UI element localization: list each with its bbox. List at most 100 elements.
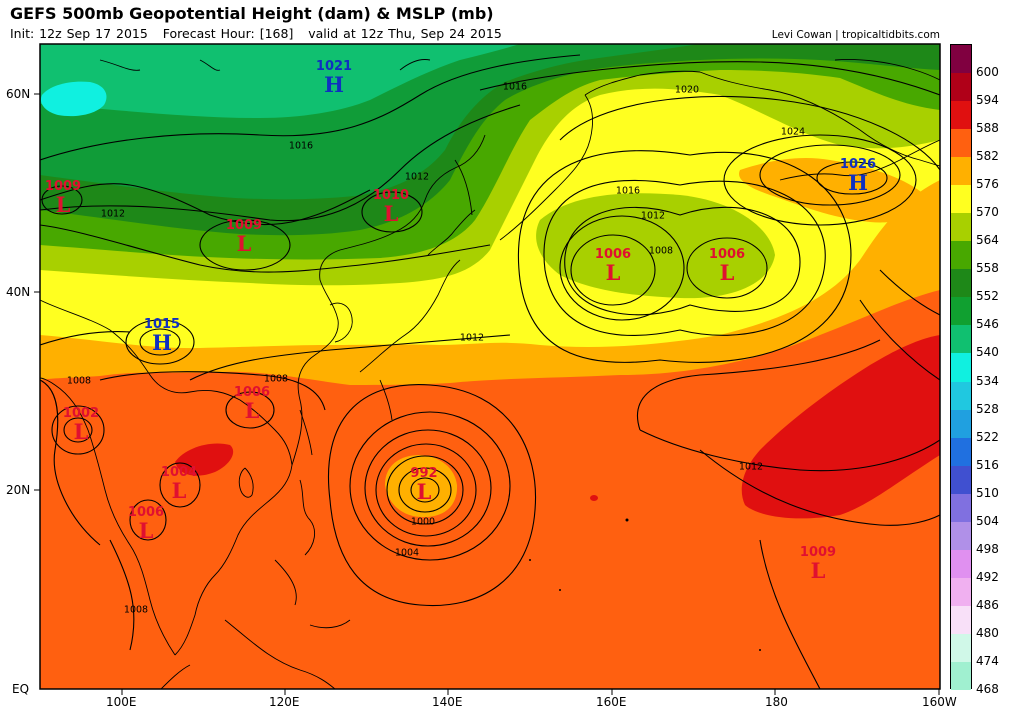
colorbar-label: 552 — [976, 289, 999, 304]
colorbar-segment — [951, 633, 971, 663]
field-546 — [40, 44, 520, 118]
contour-label: 1012 — [100, 208, 126, 220]
colorbar-segment — [951, 465, 971, 495]
lon-tick-160e: 160E — [596, 695, 627, 709]
pressure-value: 1006 — [594, 247, 632, 262]
pressure-value: 1026 — [839, 157, 877, 172]
high-pressure-marker: H — [324, 72, 344, 97]
colorbar-segment — [951, 437, 971, 467]
isobars — [40, 54, 940, 689]
contour-label: 1016 — [502, 81, 528, 93]
field-564-east — [536, 193, 775, 299]
low-pressure-marker: L — [244, 398, 260, 423]
contour-label: 1024 — [780, 126, 806, 138]
colorbar-label: 546 — [976, 317, 999, 332]
colorbar-segment — [951, 521, 971, 551]
colorbar-label: 528 — [976, 401, 999, 416]
colorbar-segment — [951, 269, 971, 298]
contour-label: 1008 — [123, 604, 149, 616]
contour-label: 1008 — [66, 375, 92, 387]
colorbar-label: 498 — [976, 541, 999, 556]
colorbar-segment — [951, 297, 971, 326]
colorbar-segment — [951, 409, 971, 439]
field-540 — [40, 81, 107, 117]
colorbar-segment — [951, 129, 971, 158]
colorbar-label: 474 — [976, 653, 999, 668]
contour-label: 1008 — [263, 373, 289, 385]
pressure-value: 1006 — [708, 247, 746, 262]
contour-label: 1008 — [648, 245, 674, 257]
colorbar-segment — [951, 381, 971, 411]
colorbar-label: 492 — [976, 569, 999, 584]
colorbar-segment — [951, 241, 971, 270]
low-pressure-marker: L — [55, 192, 71, 217]
low-pressure-marker: L — [236, 231, 252, 256]
contour-label: 1012 — [738, 461, 764, 473]
colorbar-label: 594 — [976, 93, 999, 108]
colorbar-segment — [951, 577, 971, 607]
colorbar-segment — [951, 185, 971, 214]
colorbar-label: 540 — [976, 345, 999, 360]
colorbar-label: 480 — [976, 625, 999, 640]
forecast-hour: Forecast Hour: [168] — [162, 26, 294, 41]
colorbar-segment — [951, 45, 971, 74]
low-pressure-marker: L — [810, 558, 826, 583]
high-pressure-marker: H — [848, 170, 868, 195]
low-pressure-marker: L — [138, 518, 154, 543]
contour-label: 1020 — [674, 84, 700, 96]
field-594-east — [741, 335, 940, 519]
colorbar-segment — [951, 101, 971, 130]
pressure-value: 1009 — [44, 179, 82, 194]
lat-tick-20n: 20N — [6, 483, 31, 497]
colorbar-label: 588 — [976, 121, 999, 136]
high-pressure-marker: H — [152, 330, 172, 355]
colorbar-label: 564 — [976, 233, 999, 248]
field-594-scs — [175, 443, 234, 476]
pressure-value: 1006 — [127, 505, 165, 520]
colorbar-label: 534 — [976, 373, 999, 388]
colorbar-segment — [951, 325, 971, 354]
colorbar-segment — [951, 73, 971, 102]
low-pressure-marker: L — [171, 478, 187, 503]
low-pressure-marker: L — [719, 260, 735, 285]
low-pressure-marker: L — [605, 260, 621, 285]
low-pressure-marker: L — [73, 419, 89, 444]
field-582-east — [739, 158, 925, 223]
lat-tick-40n: 40N — [6, 285, 31, 299]
height-field — [40, 44, 940, 689]
colorbar-label: 522 — [976, 429, 999, 444]
lat-tick-60n: 60N — [6, 87, 31, 101]
contour-label: 1004 — [394, 547, 420, 559]
colorbar-segment — [951, 549, 971, 579]
lon-tick-100e: 100E — [106, 695, 137, 709]
pressure-value: 1009 — [225, 218, 263, 233]
colorbar-label: 558 — [976, 261, 999, 276]
colorbar-segment — [951, 605, 971, 635]
map-frame — [39, 43, 941, 690]
contour-label: 1000 — [410, 516, 436, 528]
colorbar-segment — [951, 213, 971, 242]
colorbar — [950, 44, 972, 691]
colorbar-label: 600 — [976, 65, 999, 80]
contour-label: 1012 — [404, 171, 430, 183]
map-subtitle: Init: 12z Sep 17 2015 Forecast Hour: [16… — [10, 26, 502, 41]
colorbar-segment — [951, 157, 971, 186]
colorbar-label: 570 — [976, 205, 999, 220]
lat-tick-eq: EQ — [12, 682, 30, 696]
colorbar-label: 504 — [976, 513, 999, 528]
contour-label: 1016 — [288, 140, 314, 152]
lon-tick-140e: 140E — [432, 695, 463, 709]
pressure-value: 1010 — [372, 188, 410, 203]
pressure-value: 1006 — [233, 385, 271, 400]
pressure-value: 1015 — [143, 317, 181, 332]
colorbar-label: 486 — [976, 597, 999, 612]
colorbar-segment — [951, 493, 971, 523]
colorbar-segment — [951, 661, 971, 691]
contour-label: 1016 — [615, 185, 641, 197]
contour-label: 1012 — [640, 210, 666, 222]
pressure-value: 1002 — [62, 406, 100, 421]
init-time: Init: 12z Sep 17 2015 — [10, 26, 148, 41]
colorbar-label: 516 — [976, 457, 999, 472]
pressure-value: 1009 — [799, 545, 837, 560]
